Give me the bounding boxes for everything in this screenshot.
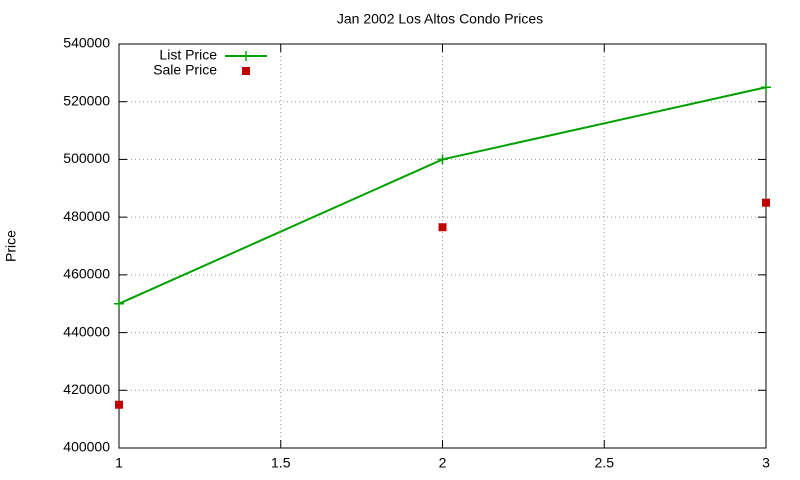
- line: [118, 86, 767, 305]
- x-tick-label: 2.5: [595, 455, 615, 471]
- point: [115, 400, 123, 409]
- y-tick-label: 480000: [63, 208, 110, 224]
- y-tick-label: 460000: [63, 266, 110, 282]
- x-tick-label: 3: [762, 455, 770, 471]
- legend-label: Sale Price: [153, 62, 217, 78]
- x-tick-label: 1: [115, 455, 123, 471]
- point: [438, 223, 447, 232]
- legend-marker: [242, 67, 250, 75]
- point: [761, 82, 771, 93]
- y-tick-label: 540000: [63, 35, 110, 51]
- y-tick-label: 420000: [63, 381, 110, 397]
- y-axis-label: Price: [3, 230, 19, 262]
- legend-marker: [241, 51, 251, 61]
- point: [762, 198, 770, 207]
- x-tick-label: 2: [439, 455, 447, 471]
- plot-frame: [118, 43, 767, 449]
- y-tick-label: 440000: [63, 323, 110, 339]
- y-tick-label: 400000: [63, 439, 110, 455]
- point: [437, 154, 448, 165]
- legend-label: List Price: [159, 47, 217, 63]
- y-tick-label: 500000: [63, 150, 110, 166]
- x-tick-label: 1.5: [271, 455, 291, 471]
- y-tick-label: 520000: [63, 92, 110, 108]
- point: [114, 298, 124, 309]
- chart-title: Jan 2002 Los Altos Condo Prices: [337, 11, 543, 27]
